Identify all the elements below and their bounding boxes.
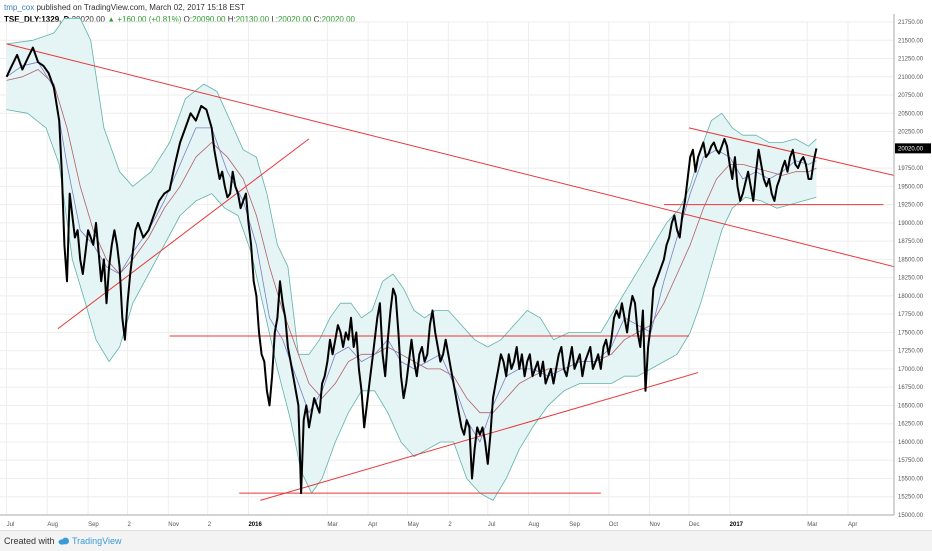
time-tick-label: Dec xyxy=(689,522,700,528)
time-tick-label: Aug xyxy=(47,522,58,528)
price-tick-label: 17250.00 xyxy=(898,349,924,355)
tradingview-link[interactable]: TradingView xyxy=(72,536,122,546)
time-tick-label: Mar xyxy=(327,522,337,528)
price-tick-label: 19000.00 xyxy=(898,221,924,227)
created-with-text: Created with xyxy=(4,536,55,546)
price-tick-label: 18250.00 xyxy=(898,276,924,282)
bollinger-lower-line xyxy=(6,109,817,501)
price-tick-label: 17000.00 xyxy=(898,367,924,373)
time-tick-label: Apr xyxy=(368,522,377,528)
symbol-label[interactable]: TSE_DLY:1329, D xyxy=(4,15,70,24)
trendline xyxy=(6,43,895,268)
author-link[interactable]: tmp_cox xyxy=(4,3,35,12)
low-value: 20020.00 xyxy=(277,15,312,24)
price-tick-label: 18750.00 xyxy=(898,239,924,245)
price-tick-label: 21500.00 xyxy=(898,38,924,44)
price-axis[interactable]: 21750.00 21500.00 21250.00 21000.00 20750.00… xyxy=(898,20,924,519)
time-tick-label: Sep xyxy=(569,522,580,528)
time-tick-label: Jul xyxy=(488,522,496,528)
price-tick-label: 16000.00 xyxy=(898,440,924,446)
time-tick-label: May xyxy=(408,522,419,528)
price-tick-label: 15750.00 xyxy=(898,458,924,464)
tradingview-cloud-icon xyxy=(58,537,69,545)
trendlines xyxy=(6,43,895,501)
price-tick-label: 19250.00 xyxy=(898,203,924,209)
high-label: H: xyxy=(227,15,236,24)
price-tick-label: 17500.00 xyxy=(898,330,924,336)
time-tick-label: Sep xyxy=(88,522,99,528)
price-tick-label: 19750.00 xyxy=(898,166,924,172)
price-chart[interactable]: 21750.00 21500.00 21250.00 21000.00 20750.00… xyxy=(0,0,932,530)
close-value: 20020.00 xyxy=(321,15,355,24)
time-tick-label: Mar xyxy=(807,522,817,528)
price-tick-label: 17750.00 xyxy=(898,312,924,318)
open-label: O: xyxy=(183,15,193,24)
price-tick-label: 21750.00 xyxy=(898,20,924,26)
price-tick-label: 20500.00 xyxy=(898,111,924,117)
price-tick-label: 16750.00 xyxy=(898,385,924,391)
ohlc-line: TSE_DLY:1329, D 20020.00 ▲ +160.00 (+0.8… xyxy=(4,14,355,26)
close-label: C: xyxy=(313,15,322,24)
time-tick-label: 2 xyxy=(448,522,452,528)
time-tick-label: Nov xyxy=(649,522,660,528)
bollinger-band-fill xyxy=(6,18,817,501)
published-text: published on TradingView.com, March 02, … xyxy=(36,3,245,12)
time-tick-label: Aug xyxy=(529,522,540,528)
high-value: 20130.00 xyxy=(235,15,270,24)
price-line xyxy=(5,46,818,495)
price-tick-label: 16500.00 xyxy=(898,403,924,409)
time-tick-label: Oct xyxy=(609,522,619,528)
price-tick-label: 21000.00 xyxy=(898,75,924,81)
time-tick-label: 2017 xyxy=(730,522,744,528)
price-tick-label: 20750.00 xyxy=(898,93,924,99)
publish-line: tmp_cox published on TradingView.com, Ma… xyxy=(4,2,355,14)
time-tick-label: 2016 xyxy=(248,522,262,528)
trendline xyxy=(57,138,310,330)
price-tick-label: 15000.00 xyxy=(898,513,924,519)
trendline xyxy=(260,372,699,501)
time-axis[interactable]: Jul Aug Sep 2 Nov 2 2016 Mar Apr May 2 Jul Aug Sep Oct… xyxy=(7,522,858,528)
last-price-label-bg xyxy=(895,143,931,154)
price-tick-label: 18500.00 xyxy=(898,257,924,263)
low-label: L: xyxy=(271,15,278,24)
price-tick-label: 20250.00 xyxy=(898,130,924,136)
chart-header: tmp_cox published on TradingView.com, Ma… xyxy=(4,2,355,26)
last-price-label: 20020.00 xyxy=(895,143,931,154)
footer-bar: Created with TradingView xyxy=(0,530,932,551)
price-tick-label: 19500.00 xyxy=(898,184,924,190)
price-tick-label: 21250.00 xyxy=(898,57,924,63)
price-tick-label: 18000.00 xyxy=(898,294,924,300)
change-value: ▲ +160.00 (+0.81%) xyxy=(107,15,182,24)
open-value: 20090.00 xyxy=(192,15,226,24)
last-price-label-text: 20020.00 xyxy=(898,146,924,152)
price-tick-label: 16250.00 xyxy=(898,422,924,428)
price-tick-label: 15500.00 xyxy=(898,476,924,482)
time-tick-label: 2 xyxy=(128,522,132,528)
time-tick-label: Jul xyxy=(7,522,15,528)
last-price: 20020.00 xyxy=(71,15,105,24)
time-tick-label: Nov xyxy=(168,522,179,528)
time-tick-label: Apr xyxy=(848,522,857,528)
time-tick-label: 2 xyxy=(208,522,212,528)
price-tick-label: 15250.00 xyxy=(898,495,924,501)
